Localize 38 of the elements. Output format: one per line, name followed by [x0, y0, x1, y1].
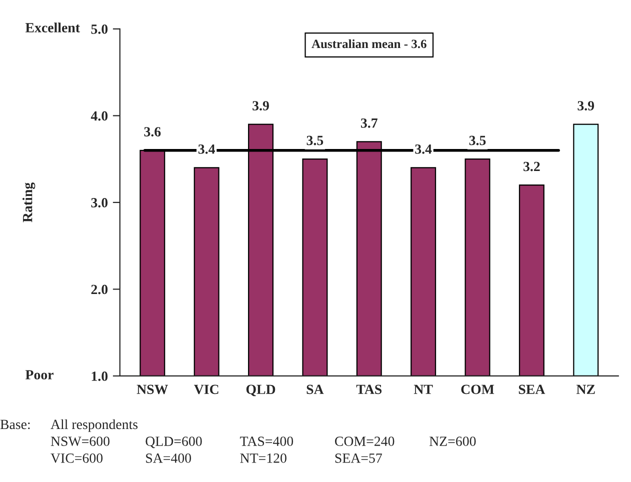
x-tick-label: NSW — [136, 384, 168, 394]
x-tick-label: QLD — [246, 384, 276, 396]
data-label: 3.6 — [144, 127, 161, 137]
text: All respondents — [50, 419, 138, 432]
text: Poor — [25, 370, 54, 380]
text: NZ=600 — [429, 436, 476, 446]
data-label: 3.9 — [578, 101, 594, 110]
text: TAS=400 — [240, 436, 294, 446]
text: VIC=600 — [50, 453, 103, 463]
text: COM=240 — [335, 436, 394, 446]
text: Excellent — [25, 22, 80, 32]
x-tick-label: VIC — [194, 384, 218, 394]
text: NSW=600 — [50, 436, 110, 446]
data-label: 3.2 — [524, 162, 540, 172]
y-tick-label: 3.0 — [91, 198, 108, 208]
data-label: 3.5 — [469, 136, 486, 146]
data-label: 3.7 — [360, 118, 378, 128]
text: NT=120 — [240, 453, 286, 463]
data-label: 3.5 — [306, 136, 324, 146]
ref-line-label: Australian mean - 3.6 — [312, 39, 426, 48]
text: SA=400 — [146, 453, 192, 463]
data-label: 3.4 — [415, 144, 432, 154]
y-tick-label: 4.0 — [90, 111, 108, 121]
y-tick-label: 5.0 — [91, 24, 108, 34]
x-tick-label: SEA — [518, 384, 546, 394]
text: Base: — [0, 420, 30, 430]
y-axis-title: Rating — [22, 182, 36, 222]
data-label: 3.4 — [198, 144, 216, 154]
x-tick-label: NZ — [576, 384, 595, 394]
y-tick-label: 1.0 — [92, 372, 108, 381]
text: QLD=600 — [146, 436, 202, 448]
y-tick-label: 2.0 — [91, 284, 108, 294]
x-tick-label: TAS — [356, 384, 382, 394]
x-tick-label: SA — [306, 384, 324, 394]
text: SEA=57 — [335, 454, 382, 463]
data-label: 3.9 — [252, 101, 269, 110]
x-tick-label: NT — [414, 384, 433, 394]
x-tick-label: COM — [461, 384, 494, 394]
